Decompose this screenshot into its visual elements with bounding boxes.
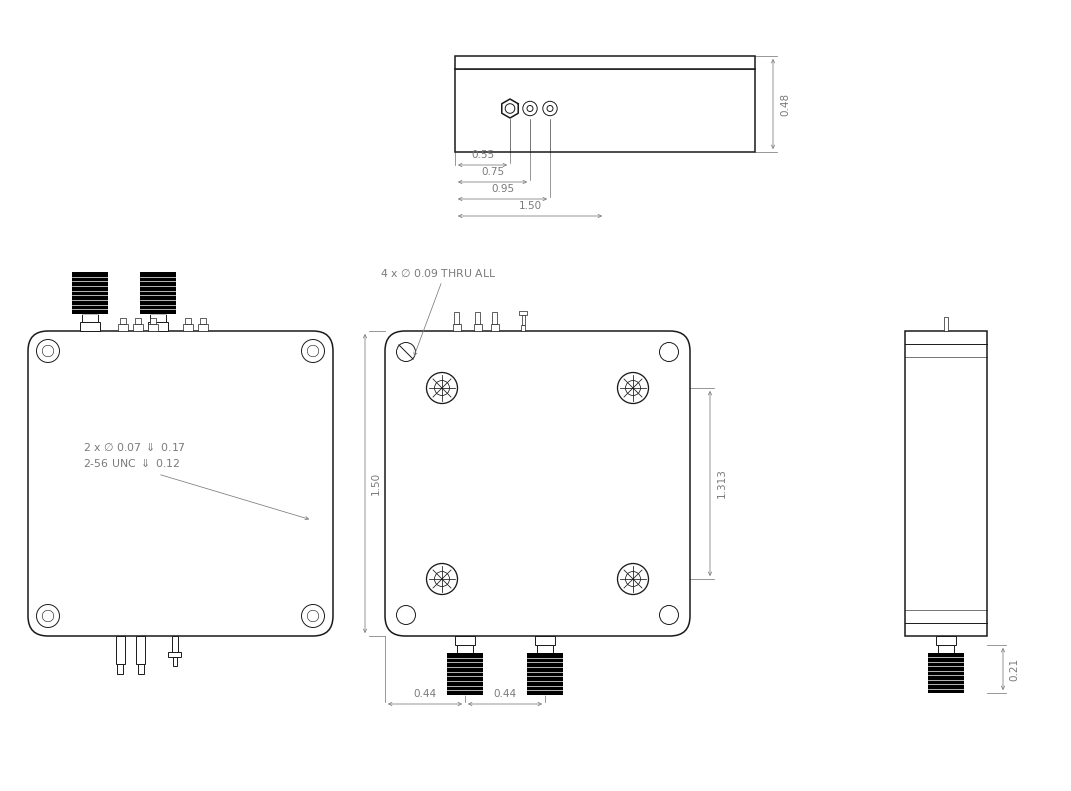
Circle shape	[307, 345, 319, 357]
Bar	[527, 653, 563, 695]
Bar	[136, 636, 146, 664]
Bar	[518, 311, 527, 315]
Circle shape	[506, 104, 515, 113]
Text: 4 x $\varnothing$ 0.09 THRU ALL: 4 x $\varnothing$ 0.09 THRU ALL	[380, 267, 496, 279]
Bar	[80, 322, 100, 331]
Bar	[493, 312, 498, 324]
Bar	[117, 664, 123, 674]
Bar	[140, 272, 176, 314]
Text: 1.50: 1.50	[518, 201, 542, 211]
Bar	[200, 318, 206, 324]
Circle shape	[625, 380, 640, 396]
Circle shape	[426, 563, 457, 595]
Text: 2 x $\varnothing$ 0.07 $\Downarrow$ 0.17: 2 x $\varnothing$ 0.07 $\Downarrow$ 0.17	[82, 441, 186, 453]
Bar	[148, 322, 168, 331]
Bar	[936, 636, 956, 645]
Bar	[116, 636, 124, 664]
Text: 0.95: 0.95	[491, 184, 514, 194]
Bar	[492, 324, 499, 331]
Circle shape	[36, 604, 60, 627]
Bar	[455, 56, 755, 69]
Circle shape	[42, 610, 54, 622]
Bar	[538, 645, 553, 653]
Bar	[183, 324, 193, 331]
Bar	[172, 636, 178, 653]
Bar	[454, 312, 459, 324]
Text: 2-56 UNC $\Downarrow$ 0.12: 2-56 UNC $\Downarrow$ 0.12	[82, 457, 180, 469]
Bar	[148, 324, 159, 331]
FancyBboxPatch shape	[28, 331, 333, 636]
Circle shape	[618, 373, 649, 403]
Bar	[457, 645, 472, 653]
Bar	[198, 324, 208, 331]
Bar	[944, 317, 948, 331]
Circle shape	[547, 105, 553, 112]
Circle shape	[396, 605, 416, 625]
Bar	[135, 318, 141, 324]
Circle shape	[435, 572, 450, 586]
Text: 0.44: 0.44	[494, 689, 516, 699]
Bar	[447, 653, 483, 695]
Bar	[522, 315, 525, 325]
Text: 1.313: 1.313	[716, 468, 727, 498]
Bar	[905, 331, 987, 636]
Bar	[453, 324, 461, 331]
Circle shape	[618, 563, 649, 595]
Circle shape	[42, 345, 54, 357]
Text: 0.75: 0.75	[481, 167, 504, 177]
Circle shape	[660, 605, 679, 625]
Circle shape	[625, 572, 640, 586]
Circle shape	[396, 343, 416, 361]
Bar	[168, 652, 181, 657]
Bar	[185, 318, 191, 324]
Circle shape	[302, 339, 325, 362]
Bar	[455, 69, 755, 152]
Bar	[174, 657, 177, 666]
Bar	[138, 664, 144, 674]
Bar	[72, 272, 108, 314]
Bar	[455, 636, 474, 645]
Bar	[133, 324, 144, 331]
Circle shape	[302, 604, 325, 627]
Circle shape	[307, 610, 319, 622]
Bar	[927, 653, 964, 693]
Bar	[536, 636, 555, 645]
Bar	[150, 318, 156, 324]
Text: 0.48: 0.48	[780, 93, 790, 115]
Bar	[938, 645, 953, 653]
Circle shape	[426, 373, 457, 403]
Bar	[120, 318, 126, 324]
Bar	[476, 312, 481, 324]
Circle shape	[527, 105, 533, 112]
FancyBboxPatch shape	[384, 331, 690, 636]
Bar	[118, 324, 129, 331]
Text: 0.44: 0.44	[413, 689, 437, 699]
Circle shape	[543, 101, 557, 115]
Bar	[474, 324, 482, 331]
Text: 1.50: 1.50	[371, 472, 381, 495]
Bar	[521, 325, 525, 331]
Circle shape	[435, 380, 450, 396]
Bar	[150, 314, 166, 322]
Text: 0.55: 0.55	[471, 150, 494, 160]
Circle shape	[660, 343, 679, 361]
Circle shape	[36, 339, 60, 362]
Circle shape	[523, 101, 538, 115]
Text: 0.21: 0.21	[1009, 657, 1019, 680]
Bar	[82, 314, 97, 322]
